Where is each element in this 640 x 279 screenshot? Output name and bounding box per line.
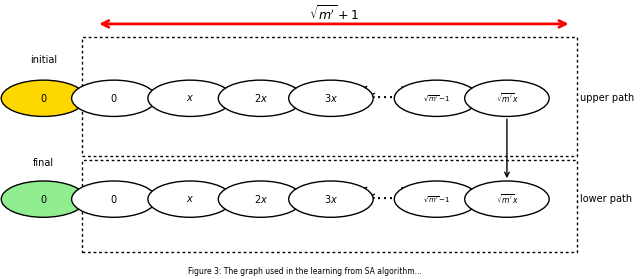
Circle shape bbox=[465, 181, 549, 217]
Circle shape bbox=[72, 80, 156, 116]
FancyArrowPatch shape bbox=[152, 194, 156, 198]
FancyArrowPatch shape bbox=[221, 86, 231, 91]
FancyArrowPatch shape bbox=[74, 194, 81, 198]
FancyArrowPatch shape bbox=[362, 187, 367, 192]
Text: $0$: $0$ bbox=[40, 92, 47, 104]
Text: $x$: $x$ bbox=[186, 93, 194, 103]
Bar bbox=[82, 37, 577, 156]
FancyArrowPatch shape bbox=[467, 187, 477, 192]
FancyArrowPatch shape bbox=[152, 93, 156, 97]
FancyArrowPatch shape bbox=[505, 119, 509, 177]
FancyArrowPatch shape bbox=[145, 187, 161, 192]
FancyArrowPatch shape bbox=[396, 194, 400, 198]
Circle shape bbox=[148, 80, 232, 116]
Text: $0$: $0$ bbox=[40, 193, 47, 205]
Circle shape bbox=[1, 80, 86, 116]
FancyArrowPatch shape bbox=[76, 200, 83, 204]
Text: initial: initial bbox=[30, 55, 57, 65]
FancyArrowPatch shape bbox=[145, 86, 161, 91]
Circle shape bbox=[465, 80, 549, 116]
Text: $x$: $x$ bbox=[186, 194, 194, 204]
Text: $\cdots$: $\cdots$ bbox=[375, 88, 393, 106]
Circle shape bbox=[289, 80, 373, 116]
FancyArrowPatch shape bbox=[396, 93, 400, 97]
Text: $3x$: $3x$ bbox=[324, 92, 338, 104]
Circle shape bbox=[289, 181, 373, 217]
FancyArrowPatch shape bbox=[370, 194, 374, 198]
Text: $2x$: $2x$ bbox=[253, 92, 268, 104]
FancyArrowPatch shape bbox=[469, 194, 476, 198]
Text: final: final bbox=[33, 158, 54, 169]
FancyArrowPatch shape bbox=[370, 93, 374, 97]
FancyArrowPatch shape bbox=[293, 194, 300, 198]
Text: $\sqrt{m'}x$: $\sqrt{m'}x$ bbox=[495, 92, 518, 105]
Text: $\cdots$: $\cdots$ bbox=[375, 189, 393, 207]
Text: $\sqrt{m'} + 1$: $\sqrt{m'} + 1$ bbox=[308, 4, 359, 23]
Text: $3x$: $3x$ bbox=[324, 193, 338, 205]
Circle shape bbox=[218, 80, 303, 116]
Text: lower path: lower path bbox=[580, 194, 632, 204]
Circle shape bbox=[72, 181, 156, 217]
Text: $0$: $0$ bbox=[110, 193, 118, 205]
FancyArrowPatch shape bbox=[293, 93, 300, 97]
FancyArrowPatch shape bbox=[221, 187, 231, 192]
FancyArrowPatch shape bbox=[469, 93, 476, 97]
Circle shape bbox=[1, 181, 86, 217]
Text: $\sqrt{m'}x$: $\sqrt{m'}x$ bbox=[495, 193, 518, 206]
Text: $\sqrt{m'}\!-\!1$: $\sqrt{m'}\!-\!1$ bbox=[423, 194, 450, 204]
FancyArrowPatch shape bbox=[291, 187, 301, 192]
FancyArrowPatch shape bbox=[223, 194, 230, 198]
FancyArrowPatch shape bbox=[102, 21, 566, 27]
Text: $2x$: $2x$ bbox=[253, 193, 268, 205]
Circle shape bbox=[394, 80, 479, 116]
Circle shape bbox=[218, 181, 303, 217]
FancyArrowPatch shape bbox=[467, 86, 477, 91]
Bar bbox=[82, 160, 577, 252]
Text: $0$: $0$ bbox=[110, 92, 118, 104]
FancyArrowPatch shape bbox=[362, 86, 367, 91]
FancyArrowPatch shape bbox=[223, 93, 230, 97]
FancyArrowPatch shape bbox=[402, 187, 407, 192]
FancyArrowPatch shape bbox=[76, 96, 83, 100]
Text: Figure 3: The graph used in the learning from SA algorithm...: Figure 3: The graph used in the learning… bbox=[188, 267, 421, 276]
Circle shape bbox=[148, 181, 232, 217]
Circle shape bbox=[394, 181, 479, 217]
FancyArrowPatch shape bbox=[402, 86, 407, 91]
FancyArrowPatch shape bbox=[291, 86, 301, 91]
Text: $\sqrt{m'}\!-\!1$: $\sqrt{m'}\!-\!1$ bbox=[423, 93, 450, 103]
Text: upper path: upper path bbox=[580, 93, 634, 103]
